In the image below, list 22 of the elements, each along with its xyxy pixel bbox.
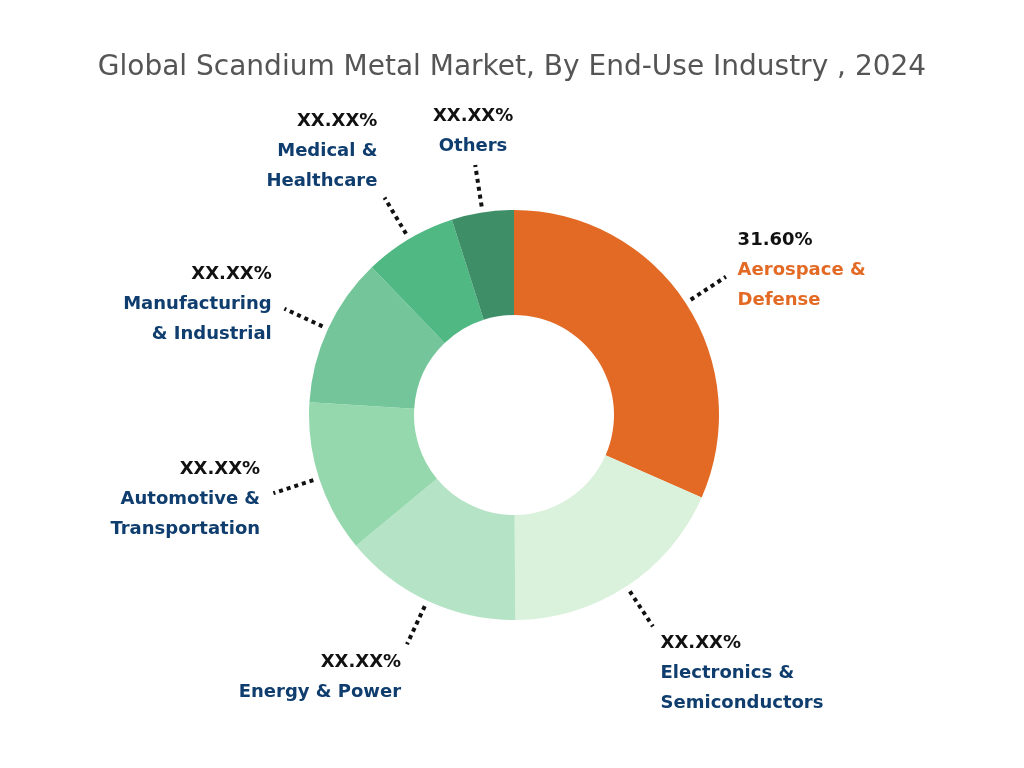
donut-slice — [514, 210, 719, 498]
data-label: XX.XX% — [660, 631, 741, 653]
slice-label: Energy & Power — [238, 679, 402, 701]
slice-label: Electronics & Semiconductors — [660, 661, 824, 713]
donut-slice — [309, 267, 445, 409]
slice-label: Automotive & Transportation — [110, 486, 261, 538]
slice-label: Aerospace & Defense — [737, 258, 866, 310]
donut-slice — [451, 210, 514, 320]
donut-slice — [356, 478, 516, 620]
donut-slice — [514, 455, 702, 620]
data-label: 31.60% — [737, 228, 813, 250]
donut-slice — [371, 219, 484, 343]
slice-label: Others — [438, 134, 508, 156]
slice-label: Medical & Healthcare — [266, 138, 378, 190]
data-label: XX.XX% — [191, 261, 272, 283]
slice-label: Manufacturing & Industrial — [123, 291, 272, 343]
data-label: XX.XX% — [296, 108, 378, 130]
data-label: XX.XX% — [320, 649, 402, 671]
data-label: XX.XX% — [432, 104, 514, 126]
chart-title: Global Scandium Metal Market, By End-Use Industry , 2024 — [97, 49, 927, 82]
data-label: XX.XX% — [179, 456, 261, 478]
donut-slice — [309, 402, 437, 546]
